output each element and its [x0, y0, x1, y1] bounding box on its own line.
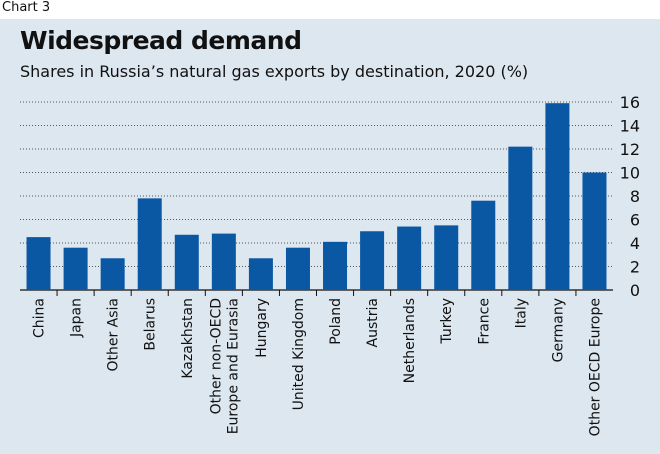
chart-number-label: Chart 3 — [2, 0, 51, 15]
x-tick-label: Hungary — [254, 298, 270, 358]
bar-china — [26, 237, 51, 290]
x-tick-label: Germany — [550, 298, 566, 362]
x-tick-label-line: Germany — [550, 298, 566, 362]
x-tick-label: United Kingdom — [291, 298, 307, 410]
y-tick-label: 8 — [630, 187, 640, 206]
y-tick-label: 0 — [630, 281, 640, 300]
x-tick-label: Japan — [69, 298, 85, 338]
bar-belarus — [137, 198, 162, 290]
bar-netherlands — [397, 226, 422, 290]
x-tick-label-line: United Kingdom — [291, 298, 307, 410]
x-tick-label-line: China — [32, 298, 48, 338]
x-tick-label-line: Europe and Eurasia — [225, 298, 241, 434]
bar-japan — [63, 247, 88, 290]
x-tick-label: Austria — [365, 298, 381, 347]
x-tick-label-line: Turkey — [439, 298, 455, 345]
bar-other-non-oecd — [211, 233, 236, 290]
x-tick-label-line: Kazakhstan — [180, 298, 196, 379]
x-tick-label-line: Other non-OECD — [208, 298, 224, 414]
bar-kazakhstan — [174, 234, 199, 290]
chart-subtitle: Shares in Russia’s natural gas exports b… — [20, 62, 529, 81]
bar-italy — [508, 146, 533, 290]
y-tick-label: 14 — [620, 117, 640, 136]
x-tick-label: China — [32, 298, 48, 338]
x-tick-label: Other Asia — [106, 298, 122, 372]
y-tick-label: 2 — [630, 258, 640, 277]
x-tick-label-line: Japan — [69, 298, 85, 338]
bar-poland — [323, 241, 348, 290]
y-tick-label: 6 — [630, 211, 640, 230]
bar-other-asia — [100, 258, 125, 290]
bar-turkey — [434, 225, 459, 290]
x-tick-label: Belarus — [143, 298, 159, 351]
bar-austria — [360, 231, 385, 290]
x-tick-label: Netherlands — [402, 298, 418, 383]
bar-germany — [545, 103, 570, 290]
x-tick-label-line: Austria — [365, 298, 381, 347]
chart-title: Widespread demand — [20, 26, 302, 55]
bar-other-oecd-europe — [582, 172, 607, 290]
x-tick-label-line: Other OECD Europe — [587, 298, 603, 436]
bar-france — [471, 200, 496, 290]
x-tick-label: Other non-OECDEurope and Eurasia — [208, 298, 241, 434]
x-tick-label-line: Belarus — [143, 298, 159, 351]
y-tick-label: 16 — [620, 93, 640, 112]
x-tick-label-line: Poland — [328, 298, 344, 345]
x-tick-label: Turkey — [439, 298, 455, 345]
x-tick-label: France — [476, 298, 492, 345]
y-tick-label: 4 — [630, 234, 640, 253]
x-tick-label: Other OECD Europe — [587, 298, 603, 436]
bar-hungary — [248, 258, 273, 290]
x-tick-label-line: Hungary — [254, 298, 270, 358]
x-tick-label-line: France — [476, 298, 492, 345]
y-tick-label: 10 — [620, 164, 640, 183]
x-tick-label-line: Other Asia — [106, 298, 122, 372]
x-tick-label: Kazakhstan — [180, 298, 196, 379]
x-tick-label-line: Italy — [513, 298, 529, 328]
x-tick-label: Italy — [513, 298, 529, 328]
x-tick-label: Poland — [328, 298, 344, 345]
x-tick-label-line: Netherlands — [402, 298, 418, 383]
bar-united-kingdom — [285, 247, 310, 290]
y-tick-label: 12 — [620, 140, 640, 159]
